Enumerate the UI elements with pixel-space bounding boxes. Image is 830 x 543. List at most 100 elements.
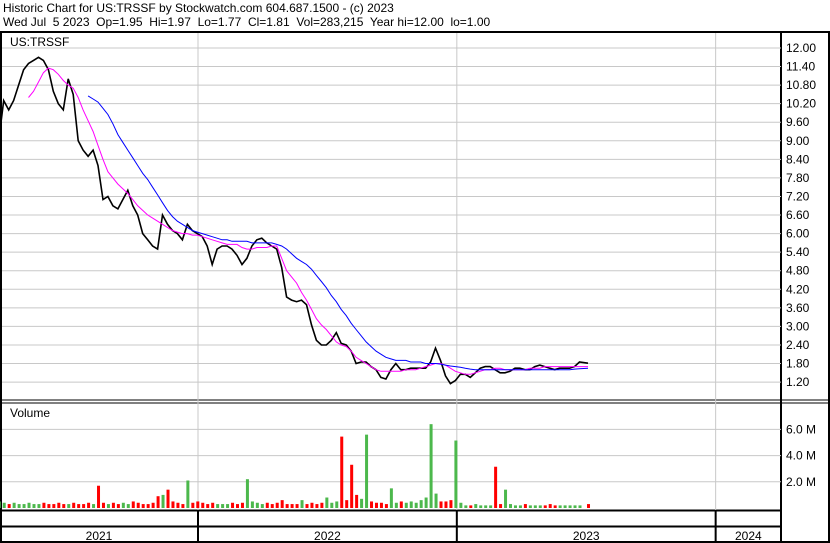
volume-bar	[523, 504, 527, 508]
volume-bar	[479, 505, 483, 508]
year-tick-label: 2023	[573, 529, 600, 543]
volume-bar	[265, 502, 269, 508]
ma-short-line	[28, 67, 588, 375]
volume-bar	[499, 504, 503, 508]
volume-bar	[533, 505, 537, 508]
volume-bar	[489, 505, 493, 508]
price-tick-label: 11.40	[786, 60, 815, 74]
price-tick-label: 7.80	[786, 171, 810, 185]
volume-bar	[330, 502, 334, 508]
volume-bar	[429, 424, 433, 508]
volume-bar	[255, 502, 259, 508]
price-line	[0, 56, 589, 385]
price-tick-label: 7.20	[786, 189, 810, 203]
price-tick-label: 2.40	[786, 338, 810, 352]
volume-bar	[494, 466, 498, 508]
volume-bar	[513, 505, 517, 508]
volume-bar	[77, 504, 81, 508]
volume-bar	[245, 479, 249, 508]
volume-tick-label: 2.0 M	[786, 475, 816, 489]
volume-bar	[17, 504, 21, 508]
volume-bar	[573, 505, 577, 508]
axis-labels: 12.00 11.40 10.80 10.20 9.60 9.00 8.40 7.80 7.20…	[86, 41, 817, 543]
gridlines	[2, 33, 781, 510]
volume-bar	[315, 504, 319, 508]
volume-bar	[260, 504, 264, 508]
volume-bar	[92, 504, 96, 508]
volume-bar	[320, 502, 324, 508]
volume-bar	[206, 504, 210, 508]
year-tick-label: 2024	[735, 529, 762, 543]
price-tick-label: 10.80	[786, 78, 816, 92]
volume-bar	[176, 502, 180, 508]
volume-bar	[151, 502, 155, 508]
volume-bar	[240, 502, 244, 508]
volume-bar	[97, 485, 101, 508]
volume-bar	[141, 504, 145, 508]
volume-bar	[136, 502, 140, 508]
volume-bar	[345, 500, 349, 508]
volume-bar	[305, 504, 309, 508]
volume-bar	[37, 504, 41, 508]
volume-bar	[32, 504, 36, 508]
volume-bar	[87, 502, 91, 508]
volume-bar	[355, 494, 359, 508]
volume-bar	[42, 502, 46, 508]
volume-bar	[166, 489, 170, 508]
symbol-label: US:TRSSF	[10, 35, 69, 49]
price-tick-label: 1.20	[786, 375, 810, 389]
volume-bar	[509, 504, 513, 508]
volume-bar	[553, 505, 557, 508]
volume-bar	[424, 497, 428, 508]
price-tick-label: 6.60	[786, 208, 810, 222]
ma-long-line	[87, 95, 589, 371]
volume-bar	[563, 505, 567, 508]
volume-bar	[504, 489, 508, 508]
volume-bar	[186, 480, 190, 508]
volume-bar	[419, 500, 423, 508]
price-tick-label: 8.40	[786, 152, 810, 166]
volume-bar	[285, 504, 289, 508]
volume-bar	[236, 504, 240, 508]
volume-bar	[52, 504, 56, 508]
price-tick-label: 4.80	[786, 264, 810, 278]
volume-bar	[459, 502, 463, 508]
volume-bar	[171, 501, 175, 508]
volume-bar	[22, 504, 26, 508]
volume-bar	[578, 505, 582, 508]
price-lines	[0, 56, 589, 385]
volume-bar	[558, 505, 562, 508]
volume-tick-label: 4.0 M	[786, 449, 816, 463]
volume-bar	[295, 504, 299, 508]
volume-bar	[370, 501, 374, 508]
chart-title: Historic Chart for US:TRSSF by Stockwatc…	[3, 1, 394, 15]
price-tick-label: 12.00	[786, 41, 816, 55]
volume-bar	[0, 501, 1, 508]
volume-bar	[280, 500, 284, 508]
volume-bar	[439, 501, 443, 508]
volume-bar	[325, 497, 329, 508]
volume-bar	[57, 502, 61, 508]
volume-bar	[72, 502, 76, 508]
volume-bar	[528, 505, 532, 508]
volume-bar	[360, 498, 364, 508]
volume-bar	[399, 501, 403, 508]
volume-bar	[379, 502, 383, 508]
volume-bar	[374, 502, 378, 508]
volume-bar	[270, 504, 274, 508]
volume-bar	[474, 504, 478, 508]
volume-bar	[106, 504, 110, 508]
volume-bar	[340, 436, 344, 508]
volume-bar	[82, 504, 86, 508]
volume-bar	[335, 501, 339, 508]
volume-bar	[469, 505, 473, 508]
year-tick-label: 2022	[314, 529, 341, 543]
price-tick-label: 5.40	[786, 245, 810, 259]
volume-bar	[538, 505, 542, 508]
volume-bar	[568, 505, 572, 508]
price-tick-label: 1.80	[786, 357, 810, 371]
volume-bar	[126, 504, 130, 508]
volume-bar	[384, 504, 388, 508]
volume-bar	[250, 501, 254, 508]
